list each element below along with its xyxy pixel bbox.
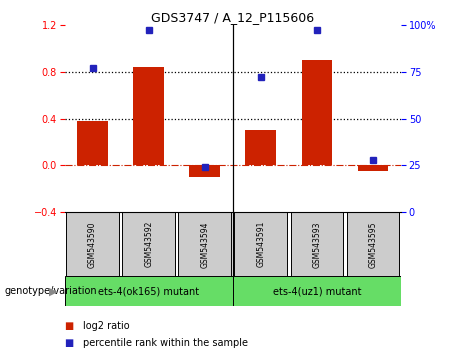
Bar [66,212,119,276]
Title: GDS3747 / A_12_P115606: GDS3747 / A_12_P115606 [151,11,314,24]
Text: ■: ■ [65,338,74,348]
Bar [233,276,401,306]
Bar [77,121,108,165]
Bar [122,212,175,276]
Bar [235,212,287,276]
Text: GSM543593: GSM543593 [313,221,321,268]
Text: ▶: ▶ [49,286,57,296]
Bar [290,212,343,276]
Bar [133,67,164,165]
Bar [178,212,231,276]
Bar [65,276,233,306]
Bar [189,165,220,177]
Bar [358,165,389,171]
Text: GSM543590: GSM543590 [88,221,97,268]
Text: GSM543591: GSM543591 [256,221,266,268]
Text: genotype/variation: genotype/variation [5,286,97,296]
Text: GSM543594: GSM543594 [200,221,209,268]
Text: GSM543595: GSM543595 [368,221,378,268]
Text: GSM543592: GSM543592 [144,221,153,268]
Bar [347,212,399,276]
Text: percentile rank within the sample: percentile rank within the sample [83,338,248,348]
Bar [245,130,276,165]
Text: ■: ■ [65,321,74,331]
Text: ets-4(uz1) mutant: ets-4(uz1) mutant [273,286,361,296]
Text: log2 ratio: log2 ratio [83,321,130,331]
Bar [301,60,332,165]
Text: ets-4(ok165) mutant: ets-4(ok165) mutant [98,286,199,296]
